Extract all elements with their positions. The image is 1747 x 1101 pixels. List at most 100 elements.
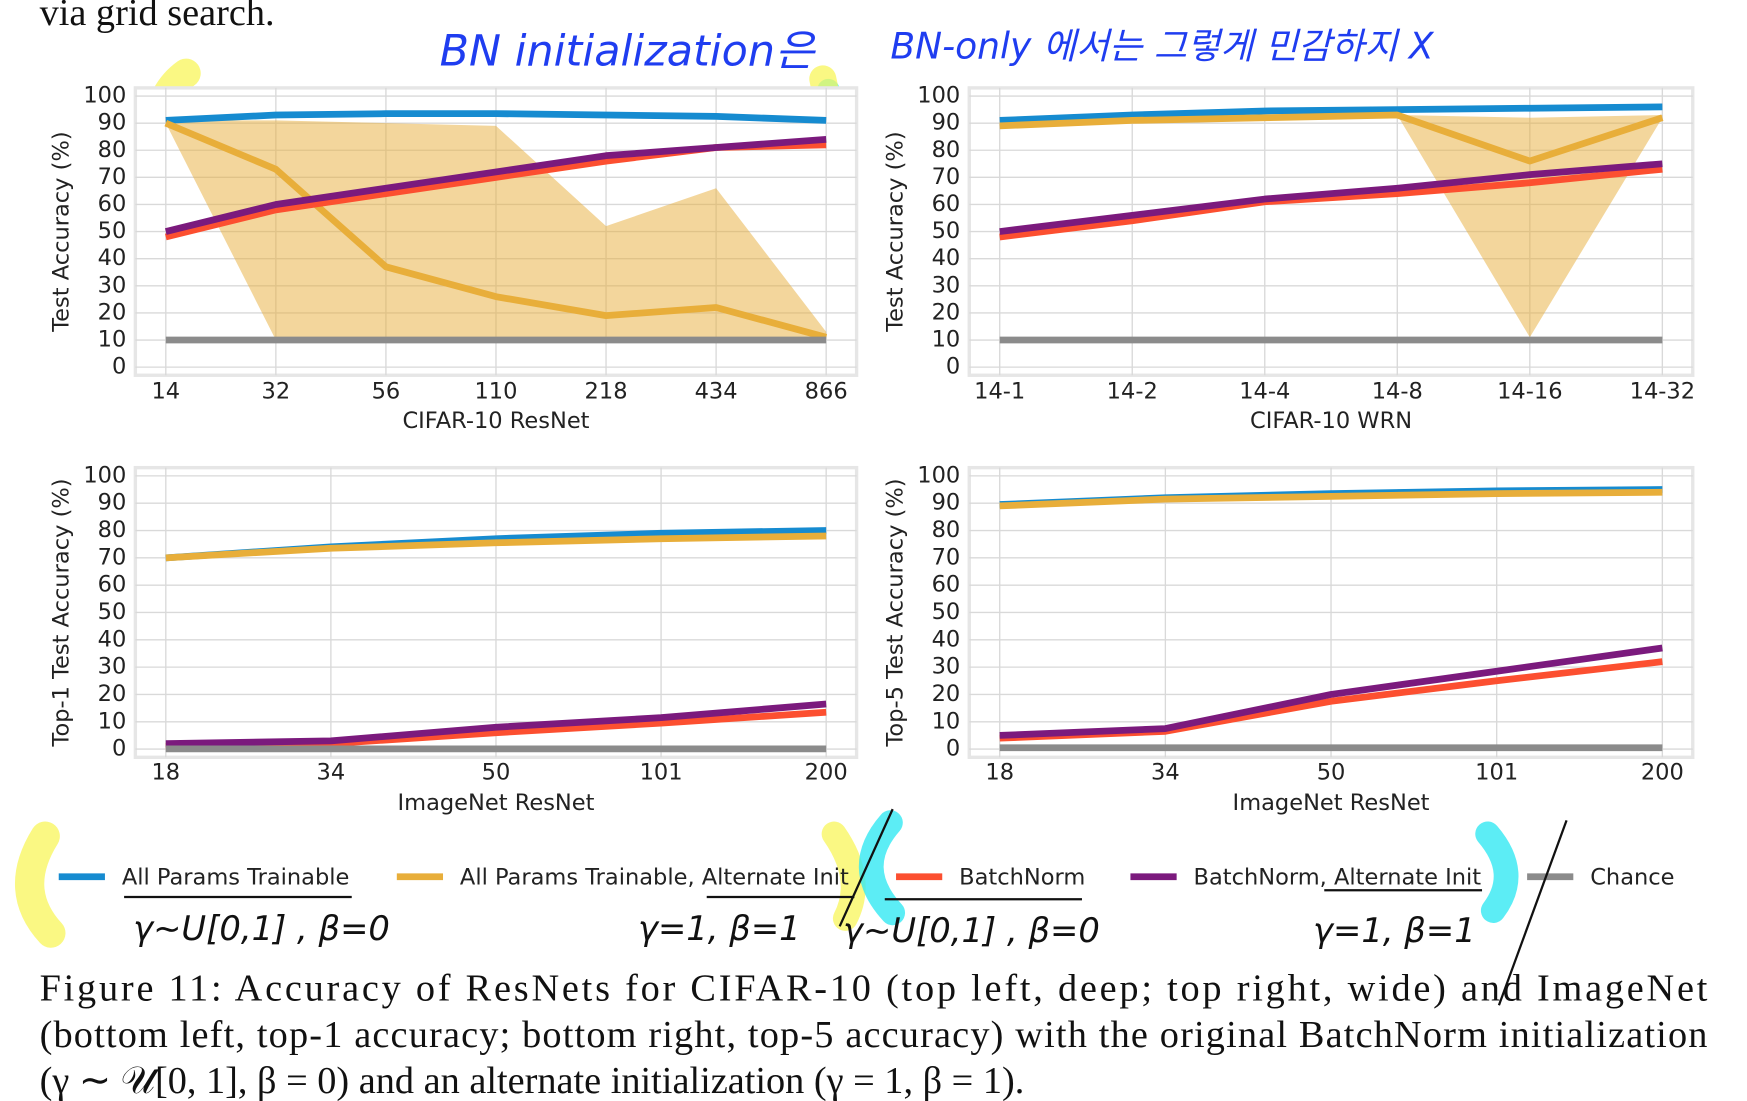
y-tick-label: 10 (98, 327, 127, 353)
legend-label: BatchNorm (959, 864, 1085, 890)
y-tick-label: 70 (98, 544, 127, 570)
annotation: γ∼U[0,1] , β=0 (133, 909, 390, 948)
y-tick-label: 0 (946, 354, 960, 380)
y-tick-label: 20 (98, 299, 127, 325)
x-tick-label: 14-2 (1107, 379, 1158, 405)
x-tick-label: 18 (151, 760, 180, 786)
x-tick-label: 34 (317, 760, 346, 786)
annotation: γ=1, β=1 (1313, 911, 1476, 950)
range-band (165, 120, 827, 341)
y-tick-label: 0 (112, 354, 126, 380)
y-tick-label: 50 (98, 599, 127, 625)
x-axis-label: CIFAR-10 WRN (1250, 408, 1412, 434)
highlight (14, 821, 66, 948)
y-tick-label: 50 (932, 599, 961, 625)
y-tick-label: 100 (917, 462, 960, 488)
y-tick-label: 20 (98, 681, 127, 707)
highlight (821, 821, 866, 931)
x-tick-label: 101 (640, 760, 683, 786)
header-text: via grid search. (40, 0, 275, 34)
x-tick-label: 34 (1151, 760, 1180, 786)
x-tick-label: 200 (1641, 760, 1684, 786)
caption-line: Figure 11: Accuracy of ResNets for CIFAR… (40, 968, 1708, 1010)
x-tick-label: 14-16 (1497, 379, 1562, 405)
annotation: γ=1, β=1 (638, 909, 801, 948)
caption-line: (bottom left, top-1 accuracy; bottom rig… (40, 1014, 1708, 1056)
series-line (165, 700, 827, 748)
legend-label: All Params Trainable, Alternate Init (460, 864, 849, 890)
slash (1497, 820, 1568, 1006)
y-axis-label: Test Accuracy (%) (49, 131, 75, 332)
y-tick-label: 30 (98, 654, 127, 680)
series-line (999, 644, 1663, 739)
range-band (999, 115, 1663, 338)
y-tick-label: 60 (932, 191, 961, 217)
y-axis-label: Top-1 Test Accuracy (%) (49, 478, 75, 747)
y-tick-label: 100 (83, 83, 126, 109)
y-tick-label: 100 (917, 83, 960, 109)
y-tick-label: 30 (932, 654, 961, 680)
y-tick-label: 50 (98, 218, 127, 244)
x-tick-label: 14-4 (1239, 379, 1290, 405)
legend: All Params Trainable All Params Trainable… (58, 864, 1675, 890)
series-line (165, 110, 827, 124)
y-tick-label: 90 (98, 490, 127, 516)
x-tick-label: 200 (805, 760, 848, 786)
y-tick-label: 80 (932, 517, 961, 543)
annotation: γ∼U[0,1] , β=0 (843, 911, 1100, 950)
handwriting (124, 808, 1568, 1006)
y-tick-label: 90 (932, 110, 961, 136)
y-tick-label: 20 (932, 681, 961, 707)
series-line (999, 160, 1663, 235)
series-line (999, 103, 1663, 124)
y-tick-label: 50 (932, 218, 961, 244)
y-tick-label: 10 (932, 327, 961, 353)
y-tick-label: 70 (932, 164, 961, 190)
y-tick-label: 60 (98, 191, 127, 217)
series-line (164, 120, 828, 341)
series-line (999, 488, 1663, 510)
series-line (164, 136, 827, 235)
y-tick-label: 20 (932, 299, 961, 325)
x-tick-label: 434 (695, 379, 738, 405)
x-tick-label: 32 (262, 379, 291, 405)
x-axis-label: ImageNet ResNet (398, 790, 595, 816)
y-tick-label: 80 (98, 137, 127, 163)
slash (838, 808, 894, 927)
x-tick-label: 14-1 (974, 379, 1025, 405)
y-axis-label: Test Accuracy (%) (883, 131, 909, 332)
y-tick-label: 0 (946, 736, 960, 762)
legend-label: Chance (1590, 864, 1674, 890)
y-tick-label: 10 (932, 708, 961, 734)
y-tick-label: 0 (112, 736, 126, 762)
x-tick-label: 56 (372, 379, 401, 405)
y-tick-label: 30 (98, 272, 127, 298)
y-tick-label: 30 (932, 272, 961, 298)
x-tick-label: 218 (585, 379, 628, 405)
y-tick-label: 40 (98, 626, 127, 652)
y-tick-label: 70 (98, 164, 127, 190)
x-tick-label: 14-8 (1372, 379, 1423, 405)
y-tick-label: 60 (98, 572, 127, 598)
x-tick-label: 50 (482, 760, 511, 786)
x-axis-label: ImageNet ResNet (1233, 790, 1430, 816)
y-tick-label: 40 (932, 245, 961, 271)
y-axis-label: Top-5 Test Accuracy (%) (883, 478, 909, 747)
series-line (999, 165, 1663, 241)
x-tick-label: 50 (1317, 760, 1346, 786)
x-axis-label: CIFAR-10 ResNet (402, 408, 589, 434)
x-tick-label: 18 (985, 760, 1014, 786)
legend-label: All Params Trainable (122, 864, 350, 890)
x-tick-label: 110 (474, 379, 517, 405)
legend-label: BatchNorm, Alternate Init (1194, 864, 1482, 890)
y-tick-label: 100 (83, 462, 126, 488)
y-tick-label: 90 (932, 490, 961, 516)
y-tick-label: 90 (98, 110, 127, 136)
caption-line: (γ ∼ 𝒰[0, 1], β = 0) and an alternate in… (40, 1060, 1025, 1101)
y-tick-label: 40 (932, 626, 961, 652)
